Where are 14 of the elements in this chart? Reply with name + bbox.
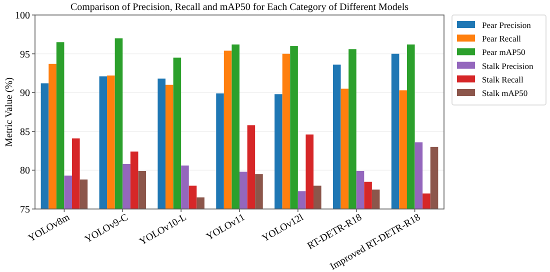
legend-label: Pear Precision xyxy=(482,20,532,30)
y-tick-label: 90 xyxy=(20,88,30,100)
legend-label: Stalk mAP50 xyxy=(482,88,528,98)
y-tick-label: 80 xyxy=(20,166,30,177)
legend-label: Stalk Precision xyxy=(482,60,534,71)
y-tick-label: 85 xyxy=(20,126,30,138)
y-tick-label: 100 xyxy=(15,10,30,22)
legend-label: Stalk Recall xyxy=(482,74,524,84)
legend-label: Pear mAP50 xyxy=(482,47,526,58)
y-tick-label: 75 xyxy=(20,204,30,216)
y-tick-label: 95 xyxy=(20,49,30,60)
legend-label: Pear Recall xyxy=(482,34,522,44)
y-axis-title: Metric Value (%) xyxy=(4,77,15,147)
chart-title: Comparison of Precision, Recall and mAP50 for Each Category of Different Models xyxy=(70,2,409,13)
